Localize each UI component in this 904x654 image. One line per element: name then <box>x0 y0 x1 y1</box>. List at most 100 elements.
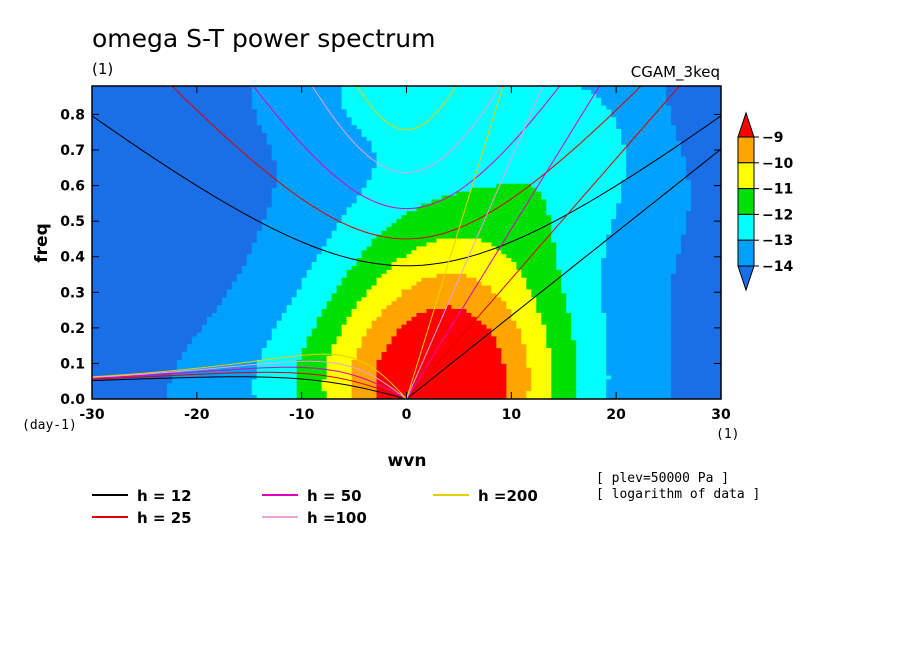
contour-cell <box>271 152 378 158</box>
contour-cell <box>92 172 278 177</box>
contour-cell <box>416 312 472 318</box>
contour-cell <box>551 222 612 228</box>
contour-cell <box>551 355 577 361</box>
contour-cell <box>256 238 328 244</box>
contour-cell <box>546 207 617 212</box>
contour-cell <box>346 273 383 279</box>
contour-cell <box>516 262 557 267</box>
contour-cell <box>386 348 502 353</box>
contour-cell <box>276 164 378 169</box>
contour-cell <box>626 144 682 150</box>
contour-cell <box>371 285 413 291</box>
contour-cell <box>341 277 378 283</box>
contour-cell <box>92 355 183 361</box>
contour-cell <box>531 367 552 373</box>
contour-cell <box>621 136 677 142</box>
contour-cell <box>371 148 627 154</box>
contour-cell <box>356 348 388 353</box>
contour-cell <box>356 125 617 130</box>
contour-cell <box>691 203 721 208</box>
contour-cell <box>671 320 721 326</box>
contour-cell <box>92 367 178 373</box>
contour-cell <box>366 328 398 334</box>
contour-cell <box>521 332 547 337</box>
colorbar: −14 −13 −12 −11 −10 −9 <box>737 111 793 292</box>
contour-cell <box>531 293 567 298</box>
contour-cell <box>526 395 552 399</box>
colorbar-max-extend <box>737 111 755 138</box>
contour-cell <box>566 293 602 298</box>
contour-cell <box>92 195 273 201</box>
contour-cell <box>381 312 418 318</box>
contour-cell <box>531 289 562 294</box>
contour-cell <box>551 387 577 392</box>
contour-cell <box>256 367 298 373</box>
contour-cell <box>92 140 268 146</box>
contour-cell <box>351 375 378 381</box>
contour-cell <box>261 226 338 232</box>
contour-cell <box>92 105 253 111</box>
contour-cell <box>361 340 393 345</box>
contour-cell <box>356 262 393 267</box>
contour-cell <box>391 222 552 228</box>
colorbar-tick-label: −11 <box>762 182 793 198</box>
contour-cell <box>226 289 298 294</box>
contour-cell <box>376 371 507 377</box>
contour-cell <box>516 320 542 326</box>
y-unit-label: (day-1) <box>22 418 77 433</box>
contour-cell <box>671 285 721 291</box>
contour-cell <box>92 238 258 244</box>
contour-cell <box>92 246 253 251</box>
contour-cell <box>92 383 168 388</box>
y-tick-label: 0.5 <box>60 214 85 230</box>
kelvin-curve-h200 <box>406 86 504 399</box>
contour-cell <box>92 117 258 122</box>
contour-cell <box>351 309 383 314</box>
contour-cell <box>576 340 607 345</box>
contour-cell <box>481 238 552 244</box>
contour-cell <box>92 320 208 326</box>
contour-cell <box>551 226 612 232</box>
contour-cell <box>676 132 721 138</box>
contour-cell <box>561 281 602 287</box>
contour-cell <box>541 312 572 318</box>
contour-cell <box>271 195 358 201</box>
contour-cell <box>196 332 273 337</box>
contour-cell <box>341 324 373 330</box>
contour-cell <box>531 379 552 384</box>
contour-cell <box>561 269 602 275</box>
contour-cell <box>251 105 343 111</box>
contour-cell <box>521 269 562 275</box>
contour-cell <box>606 336 672 341</box>
contour-cell <box>601 297 672 302</box>
contour-cell <box>671 273 721 279</box>
contour-cell <box>376 383 507 388</box>
contour-cell <box>551 230 612 236</box>
contour-cell <box>426 242 492 248</box>
contour-cell <box>92 93 253 99</box>
contour-cell <box>92 269 243 275</box>
contour-cell <box>331 352 358 357</box>
contour-cell <box>526 344 547 349</box>
contour-cell <box>371 242 428 248</box>
legend-label: h = 50 <box>307 487 362 505</box>
contour-cell <box>551 234 607 240</box>
colorbar-segment <box>737 213 755 241</box>
contour-cell <box>436 238 482 244</box>
contour-cell <box>386 305 448 310</box>
contour-cell <box>386 344 497 349</box>
contour-cell <box>251 383 298 388</box>
contour-cell <box>621 132 677 138</box>
x-tick-label: 10 <box>502 407 522 423</box>
contour-cell <box>691 179 721 185</box>
contour-cell <box>601 101 667 107</box>
contour-cell <box>556 250 607 255</box>
contour-cell <box>421 277 477 283</box>
contour-cell <box>671 312 721 318</box>
contour-cell <box>351 312 383 318</box>
contour-cell <box>301 277 343 283</box>
contour-cell <box>446 305 453 310</box>
contour-cell <box>681 238 721 244</box>
contour-cell <box>92 219 263 224</box>
